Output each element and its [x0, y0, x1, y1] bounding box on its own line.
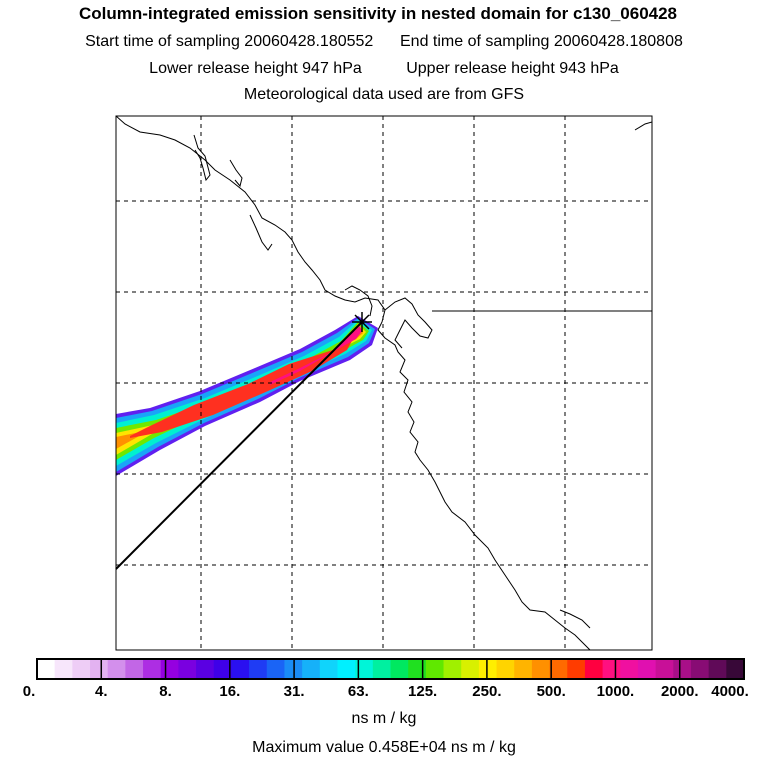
colorbar-swatch — [196, 659, 215, 679]
max-value-label: Maximum value 0.458E+04 ns m / kg — [252, 739, 516, 756]
colorbar-label: 125. — [408, 683, 438, 700]
map-frame — [115, 115, 653, 651]
colorbar-swatch — [125, 659, 144, 679]
colorbar-label: 500. — [536, 683, 566, 700]
colorbar-label: 31. — [283, 683, 305, 700]
colorbar-swatch — [708, 659, 727, 679]
colorbar-swatch — [249, 659, 268, 679]
colorbar-label: 8. — [159, 683, 172, 700]
colorbar-swatch — [461, 659, 480, 679]
colorbar-swatch — [37, 659, 56, 679]
colorbar-swatch — [213, 659, 233, 679]
colorbar-swatch — [72, 659, 91, 679]
colorbar-swatch — [673, 659, 692, 679]
colorbar-swatch — [443, 659, 462, 679]
colorbar-swatch — [602, 659, 621, 679]
lat-lon-grid — [116, 116, 652, 650]
colorbar-label: 16. — [219, 683, 241, 700]
end-time-label: End time of sampling 20060428.180808 — [400, 33, 683, 50]
bay-area — [344, 285, 373, 317]
met-data-label: Meteorological data used are from GFS — [243, 86, 525, 103]
plot-title: Column-integrated emission sensitivity i… — [78, 4, 678, 23]
colorbar-swatch — [726, 659, 745, 679]
colorbar-swatch — [690, 659, 710, 679]
lower-release-label: Lower release height 947 hPa — [149, 60, 362, 77]
colorbar-swatch — [408, 659, 427, 679]
colorbar-swatch — [584, 659, 604, 679]
colorbar-swatch — [302, 659, 321, 679]
inlet-north — [229, 159, 243, 188]
colorbar-swatch — [549, 659, 568, 679]
colorbar-label: 4000. — [711, 683, 749, 700]
colorbar-swatch — [390, 659, 409, 679]
plume-magenta-core — [270, 326, 362, 385]
colorbar-swatch — [620, 659, 639, 679]
coastline-main — [116, 116, 591, 650]
colorbar-frame — [36, 658, 745, 680]
colorbar-swatch — [178, 659, 197, 679]
colorbar-swatch — [231, 659, 250, 679]
colorbar-label: 2000. — [660, 683, 699, 700]
sensitivity-plume — [116, 316, 378, 476]
bay-inner — [384, 297, 433, 349]
colorbar-swatch — [266, 659, 286, 679]
colorbar-unit: ns m / kg — [351, 710, 417, 727]
colorbar-swatch — [54, 659, 73, 679]
colorbar-label: 250. — [472, 683, 502, 700]
colorbar-swatch — [337, 659, 356, 679]
colorbar-swatch — [655, 659, 674, 679]
colorbar-label: 4. — [95, 683, 108, 700]
colorbar-swatch — [478, 659, 498, 679]
colorbar-swatch — [425, 659, 445, 679]
flight-track — [115, 321, 363, 570]
upper-release-label: Upper release height 943 hPa — [406, 60, 619, 77]
colorbar-swatch — [107, 659, 126, 679]
colorbar-label: 0. — [22, 683, 36, 700]
colorbar-label: 1000. — [596, 683, 635, 700]
sampling-times: Start time of sampling 20060428.180552 E… — [0, 33, 768, 51]
colorbar-swatch — [567, 659, 586, 679]
colorbar-swatch — [372, 659, 392, 679]
colorbar-swatch — [319, 659, 339, 679]
inlet-mid — [249, 214, 273, 251]
colorbar — [37, 659, 745, 679]
coast-top-right — [634, 121, 652, 131]
colorbar-swatch — [496, 659, 515, 679]
colorbar-swatch — [355, 659, 374, 679]
start-time-label: Start time of sampling 20060428.180552 — [85, 33, 374, 50]
colorbar-swatch — [514, 659, 533, 679]
star-marker — [352, 312, 372, 332]
colorbar-swatch — [90, 659, 109, 679]
plume-red-band — [130, 328, 360, 438]
colorbar-swatch — [531, 659, 551, 679]
colorbar-swatch — [637, 659, 657, 679]
colorbar-swatch — [143, 659, 162, 679]
colorbar-label: 63. — [347, 683, 369, 700]
release-heights: Lower release height 947 hPa Upper relea… — [0, 60, 768, 78]
colorbar-swatch — [160, 659, 180, 679]
